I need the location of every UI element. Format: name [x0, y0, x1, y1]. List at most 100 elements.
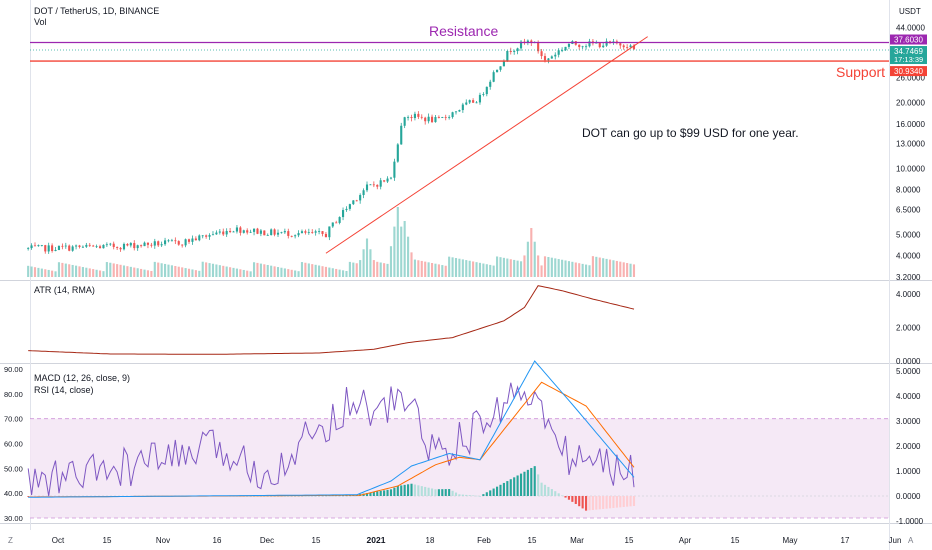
volume-bar — [451, 257, 454, 277]
candle — [376, 184, 379, 190]
price-tick: 3.2000 — [896, 273, 921, 282]
candle — [365, 181, 369, 193]
volume-bar — [499, 257, 502, 277]
volume-bar — [143, 269, 146, 277]
volume-bar — [133, 267, 136, 277]
volume-bar — [184, 268, 187, 277]
histogram-bar — [448, 489, 451, 496]
candle — [424, 116, 427, 125]
volume-bar — [489, 264, 492, 277]
trend-line[interactable] — [325, 36, 648, 254]
histogram-bar — [369, 492, 372, 496]
volume-bar — [75, 265, 78, 277]
histogram-bar — [533, 466, 536, 496]
macd-title[interactable]: MACD (12, 26, close, 9) — [34, 373, 130, 383]
macd-tick: 2.0000 — [896, 442, 921, 451]
volume-bar — [311, 264, 314, 277]
volume-bar — [229, 267, 232, 277]
volume-bar — [376, 261, 379, 277]
rsi-axis[interactable]: 90.00 80.00 70.00 60.00 50.00 40.00 30.00 — [4, 365, 23, 523]
candle — [174, 237, 177, 245]
volume-bar — [513, 259, 516, 277]
timezone-button[interactable]: Z — [8, 536, 13, 545]
candle — [434, 114, 437, 123]
volume-bar — [300, 262, 304, 277]
symbol-title[interactable]: DOT / TetherUS, 1D, BINANCE — [34, 6, 159, 16]
rsi-title[interactable]: RSI (14, close) — [34, 385, 94, 395]
candle — [348, 203, 351, 211]
histogram-bar — [540, 482, 543, 496]
time-axis[interactable]: Oct 15 Nov 16 Dec 15 2021 18 Feb 15 Mar 15 Apr 15 May 1… — [52, 535, 902, 545]
volume-bar — [259, 263, 262, 277]
volume-bar — [129, 266, 132, 277]
volume-bar — [194, 270, 197, 277]
volume-bar — [472, 261, 475, 277]
candle — [362, 188, 365, 199]
histogram-bar — [632, 496, 636, 506]
volume-bar — [273, 266, 276, 277]
candle — [252, 228, 256, 236]
candle — [448, 115, 451, 120]
candle — [437, 115, 440, 119]
atr-axis[interactable]: 4.0000 2.0000 0.0000 — [896, 290, 921, 366]
histogram-bar — [403, 484, 406, 496]
volume-bar — [509, 259, 512, 277]
volume-bar — [225, 266, 228, 277]
histogram-bar — [595, 496, 598, 510]
candle — [626, 44, 629, 50]
histogram-bar — [506, 481, 509, 496]
candle — [47, 242, 50, 254]
macd-tick: 3.0000 — [896, 417, 921, 426]
time-tick: Mar — [570, 536, 584, 545]
rsi-tick: 30.00 — [4, 514, 23, 523]
volume-bar — [314, 264, 317, 277]
candle — [187, 238, 191, 244]
atr-title[interactable]: ATR (14, RMA) — [34, 285, 95, 295]
volume-bar — [47, 269, 50, 277]
volume-bar — [160, 263, 163, 277]
histogram-bar — [537, 474, 540, 496]
volume-bar — [448, 256, 451, 277]
histogram-bar — [51, 496, 54, 497]
candle — [632, 43, 636, 50]
volume-bar — [427, 262, 430, 277]
candle — [140, 244, 143, 248]
volume-bar — [417, 260, 420, 277]
candle — [44, 244, 47, 254]
time-tick: 15 — [103, 536, 112, 545]
histogram-bar — [478, 496, 482, 497]
volume-bar — [619, 261, 622, 277]
volume-bar — [249, 271, 252, 277]
candle — [78, 244, 81, 249]
candle — [345, 206, 348, 212]
volume-bar — [177, 266, 180, 277]
candle — [324, 231, 327, 238]
candle — [71, 245, 74, 252]
histogram-bar — [458, 494, 461, 496]
volume-bar — [629, 263, 632, 277]
volume-bar — [602, 258, 605, 277]
candle — [321, 231, 324, 237]
volume-bar — [283, 268, 286, 277]
histogram-bar — [27, 496, 30, 497]
histogram-bar — [622, 496, 625, 507]
histogram-bar — [513, 477, 516, 496]
macd-axis[interactable]: 5.0000 4.0000 3.0000 2.0000 1.0000 0.0000 -1.0… — [896, 367, 924, 526]
candle — [478, 92, 482, 105]
candle — [489, 79, 492, 90]
rsi-tick: 90.00 — [4, 365, 23, 374]
auto-scale-button[interactable]: A — [908, 536, 914, 545]
volume-bar — [561, 259, 564, 277]
volume-bar — [44, 269, 47, 277]
histogram-bar — [461, 494, 464, 496]
candle — [102, 244, 105, 249]
price-axis[interactable]: 44.0000 26.0000 20.0000 16.0000 13.0000 10.00… — [896, 24, 925, 282]
histogram-bar — [602, 496, 605, 509]
volume-bar — [345, 271, 348, 277]
volume-bar — [136, 268, 139, 277]
histogram-bar — [444, 489, 447, 496]
candle — [602, 42, 605, 49]
candle — [341, 207, 345, 221]
candle — [290, 235, 293, 238]
